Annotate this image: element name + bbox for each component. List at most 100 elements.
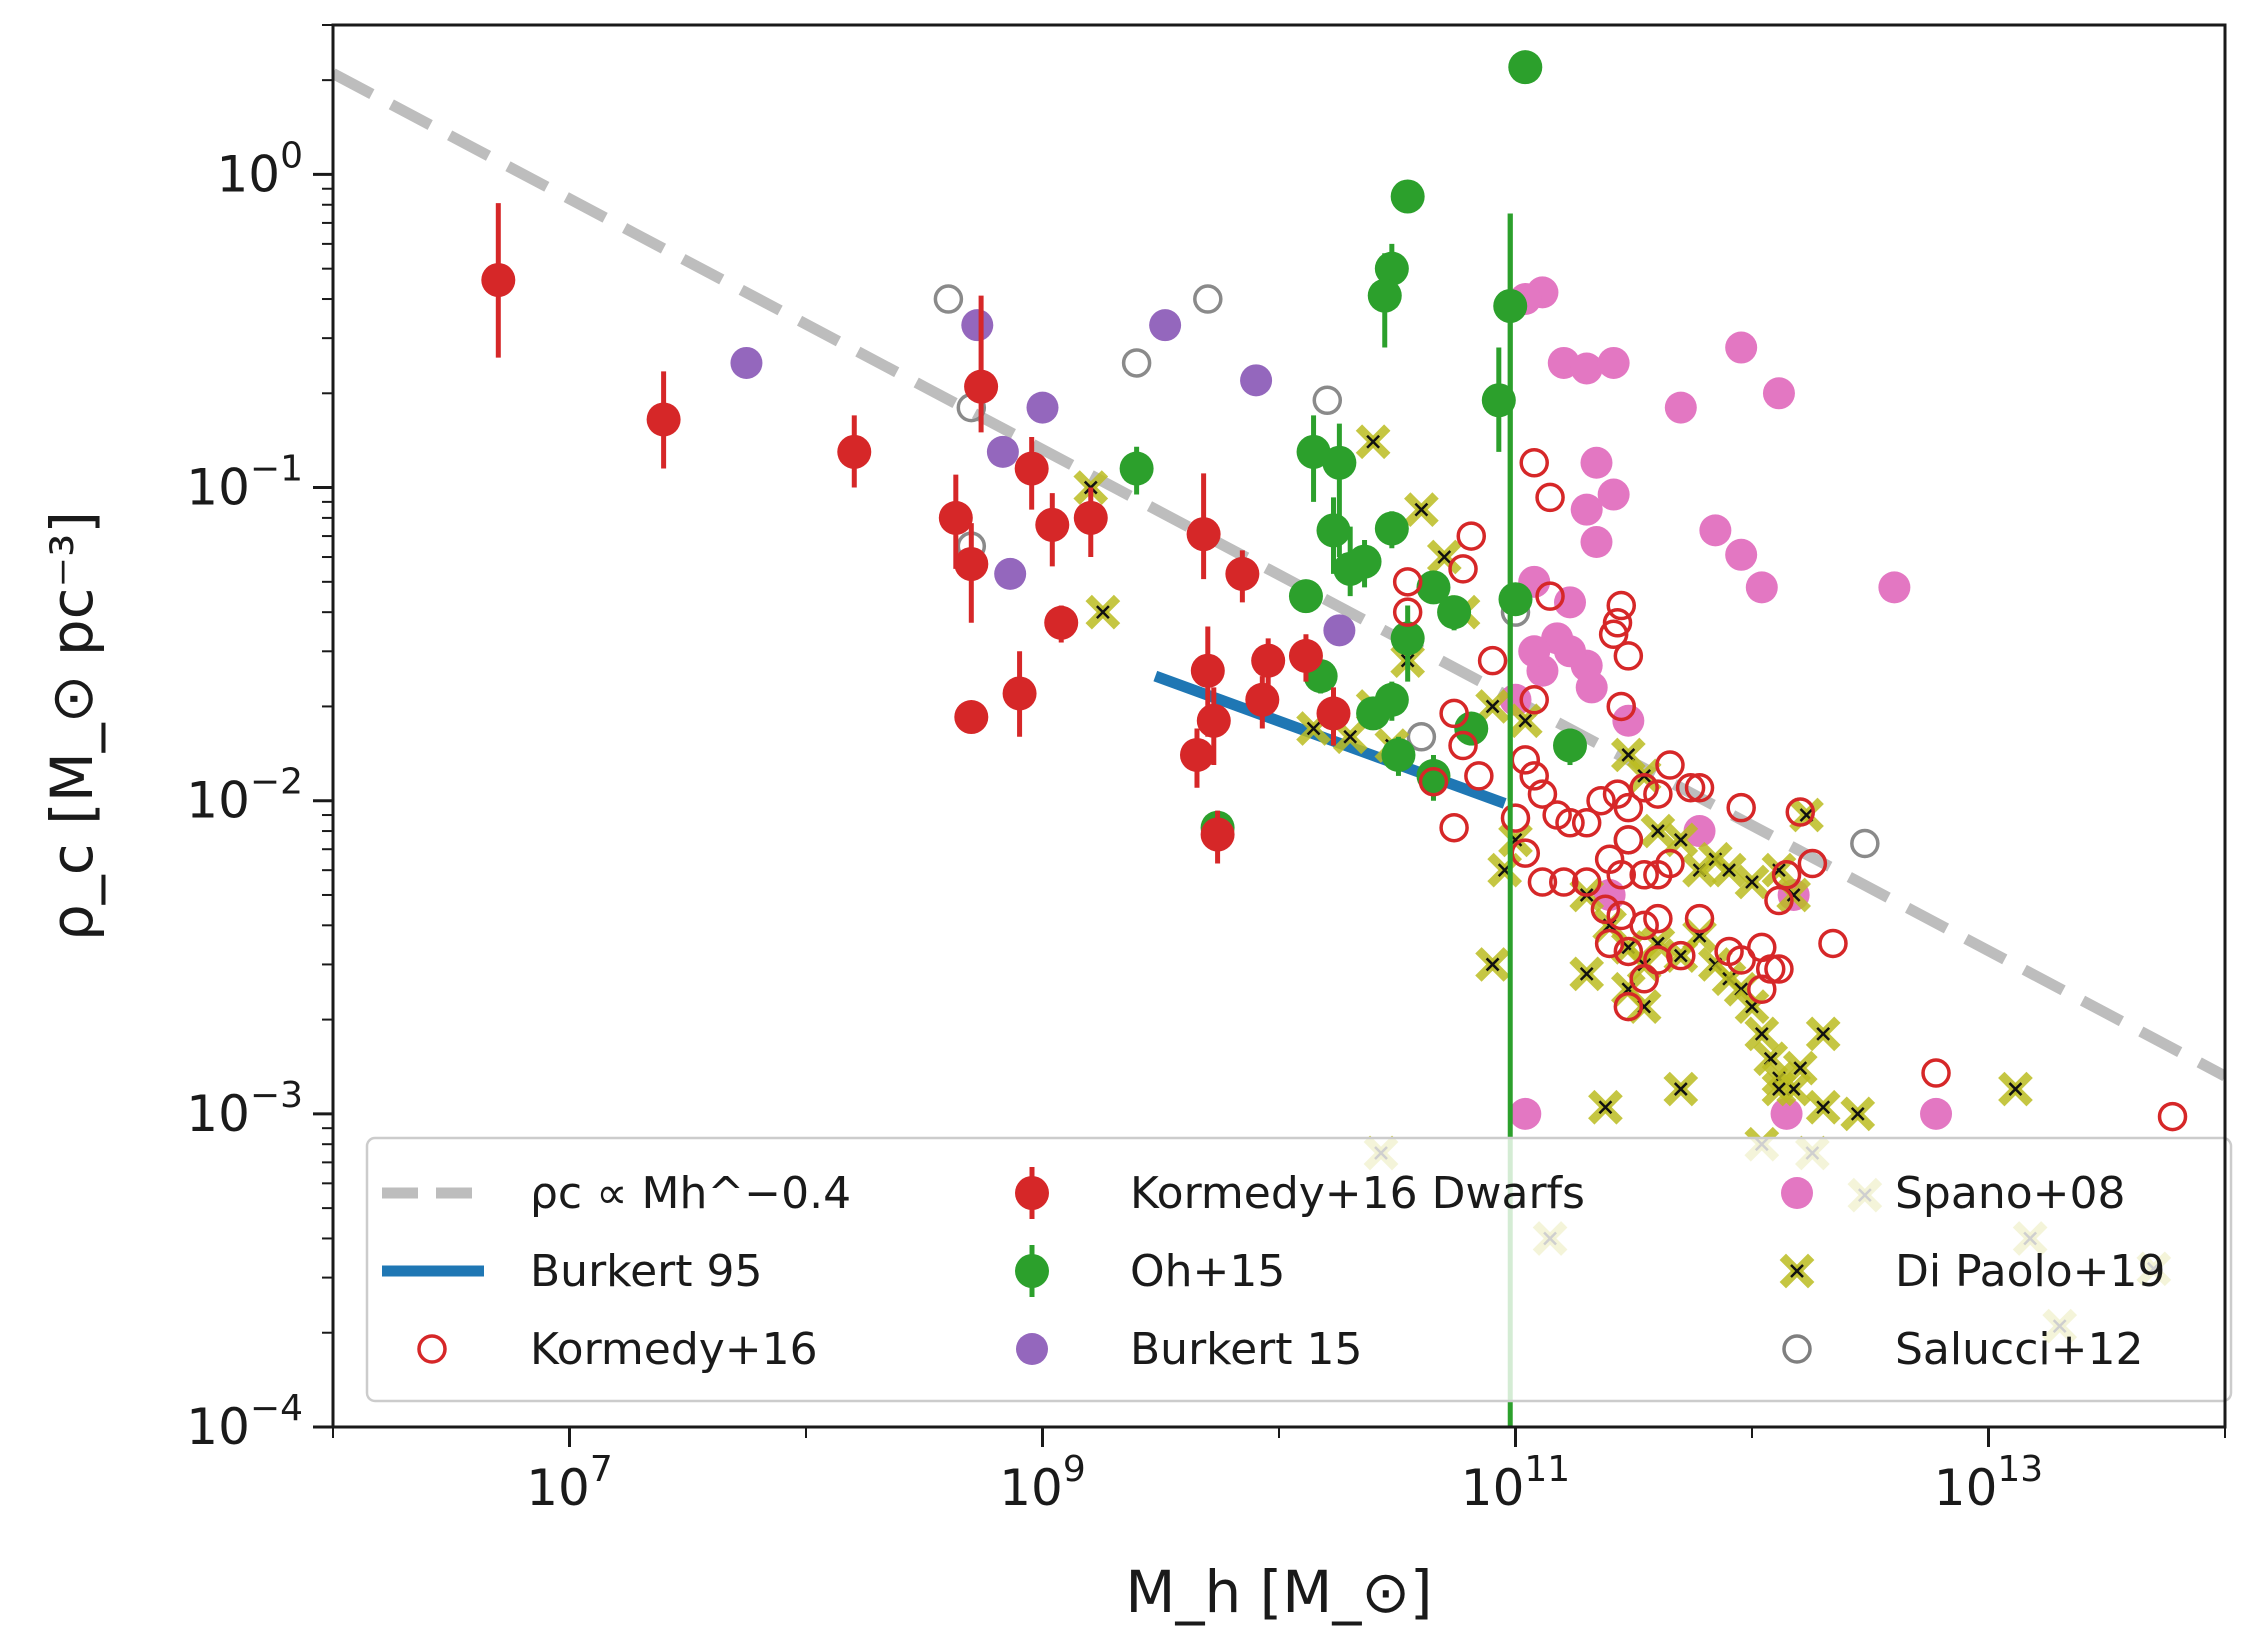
legend-entry: Kormedy+16	[417, 1324, 818, 1375]
y-tick-label: 10−2	[186, 762, 303, 830]
legend-label: Di Paolo+19	[1895, 1246, 2166, 1297]
data-point	[1002, 676, 1037, 711]
data-point	[1356, 696, 1391, 731]
y-tick-label: 10−3	[186, 1075, 303, 1143]
data-point	[1323, 614, 1356, 647]
data-point	[1734, 864, 1770, 900]
data-point	[1725, 538, 1758, 571]
data-point	[1726, 792, 1756, 823]
data-point	[1643, 903, 1673, 934]
data-point	[1322, 445, 1357, 480]
data-point	[1509, 1097, 1542, 1130]
legend-entry: Salucci+12	[1782, 1324, 2143, 1375]
data-point	[1569, 956, 1605, 992]
y-tick-label: 10−1	[186, 449, 303, 517]
data-point	[1456, 521, 1487, 551]
data-point	[1744, 1016, 1780, 1052]
data-point	[1723, 971, 1759, 1007]
data-point	[1745, 571, 1778, 604]
legend: ρc ∝ Mh^−0.4 Burkert 95 Kormedy+16 Kormedy+…	[365, 1136, 2233, 1403]
data-point	[1316, 696, 1351, 731]
data-point	[1629, 964, 1659, 994]
legend-entry: Burkert 15	[1016, 1324, 1362, 1375]
data-point	[1761, 1071, 1797, 1107]
data-point	[1747, 974, 1777, 1004]
data-point	[1580, 526, 1613, 559]
data-point	[1684, 903, 1715, 934]
data-point	[1448, 554, 1478, 584]
data-point	[1406, 722, 1437, 752]
data-point	[1570, 493, 1603, 526]
data-point	[961, 309, 994, 342]
x-axis-label: M_h [M_⊙]	[1125, 1558, 1432, 1626]
x-tick-label: 1013	[1934, 1449, 2043, 1517]
data-point	[1643, 779, 1673, 809]
data-point	[1035, 507, 1070, 542]
series-burkert-15	[730, 309, 1356, 647]
legend-label: Oh+15	[1130, 1246, 1285, 1297]
data-point	[1664, 391, 1697, 424]
data-point	[1392, 597, 1423, 627]
data-point	[1771, 860, 1802, 890]
data-point	[1613, 641, 1644, 671]
y-tick-label: 100	[216, 135, 303, 203]
data-point	[1785, 797, 1816, 827]
data-point	[1663, 822, 1699, 858]
data-point	[1629, 860, 1659, 890]
data-point	[1613, 936, 1644, 967]
data-point	[481, 263, 516, 298]
data-point	[1535, 581, 1565, 611]
data-point	[1288, 579, 1323, 614]
data-point	[1296, 434, 1331, 469]
data-point	[1508, 50, 1543, 85]
data-point	[1186, 517, 1221, 552]
data-point	[986, 435, 1019, 468]
data-point	[1500, 803, 1531, 833]
data-point	[1998, 1071, 2033, 1107]
legend-label: Burkert 15	[1130, 1324, 1362, 1375]
data-point	[1535, 482, 1565, 513]
data-point	[954, 547, 989, 582]
y-axis-label: ρ_c [M_⊙ pc⁻³]	[38, 511, 106, 941]
data-point	[1464, 761, 1494, 791]
data-point	[1878, 571, 1911, 604]
data-point	[1439, 812, 1469, 843]
data-point	[1475, 947, 1510, 982]
data-point	[1179, 737, 1214, 772]
data-point	[1367, 278, 1402, 313]
legend-entry: Burkert 95	[382, 1246, 762, 1297]
data-point	[1553, 728, 1588, 763]
data-point	[1332, 719, 1368, 755]
data-point	[1850, 828, 1880, 859]
data-point	[1655, 848, 1685, 879]
axes: 10−4 10−3 10−2 10−1 100 107 109 1011 1013	[186, 24, 2226, 1517]
data-point	[1571, 867, 1602, 897]
data-point	[1549, 867, 1579, 897]
data-point	[1580, 446, 1613, 479]
data-point	[1439, 698, 1469, 729]
data-point	[837, 434, 872, 469]
data-point	[1734, 989, 1770, 1024]
data-point	[938, 500, 973, 535]
legend-label: Kormedy+16	[530, 1324, 818, 1375]
data-point	[1477, 645, 1508, 676]
data-point	[1448, 730, 1478, 761]
legend-label: Spano+08	[1895, 1168, 2125, 1219]
data-point	[933, 284, 964, 314]
data-point	[646, 402, 681, 437]
data-point	[1251, 643, 1286, 678]
series--c-mh-0-4	[333, 68, 2225, 1081]
data-point	[1640, 813, 1676, 849]
data-point	[1818, 928, 1848, 959]
data-point	[1590, 894, 1621, 925]
data-point	[994, 557, 1027, 590]
data-point	[1586, 785, 1616, 816]
data-point	[1711, 852, 1747, 888]
data-point	[1613, 991, 1644, 1022]
data-point	[964, 369, 999, 404]
data-point	[1675, 772, 1706, 803]
data-point	[1200, 817, 1235, 852]
data-point	[1245, 682, 1280, 717]
data-point	[1684, 772, 1715, 803]
data-point	[1390, 621, 1425, 656]
